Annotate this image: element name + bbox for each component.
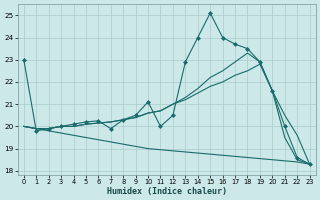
X-axis label: Humidex (Indice chaleur): Humidex (Indice chaleur) (107, 187, 227, 196)
